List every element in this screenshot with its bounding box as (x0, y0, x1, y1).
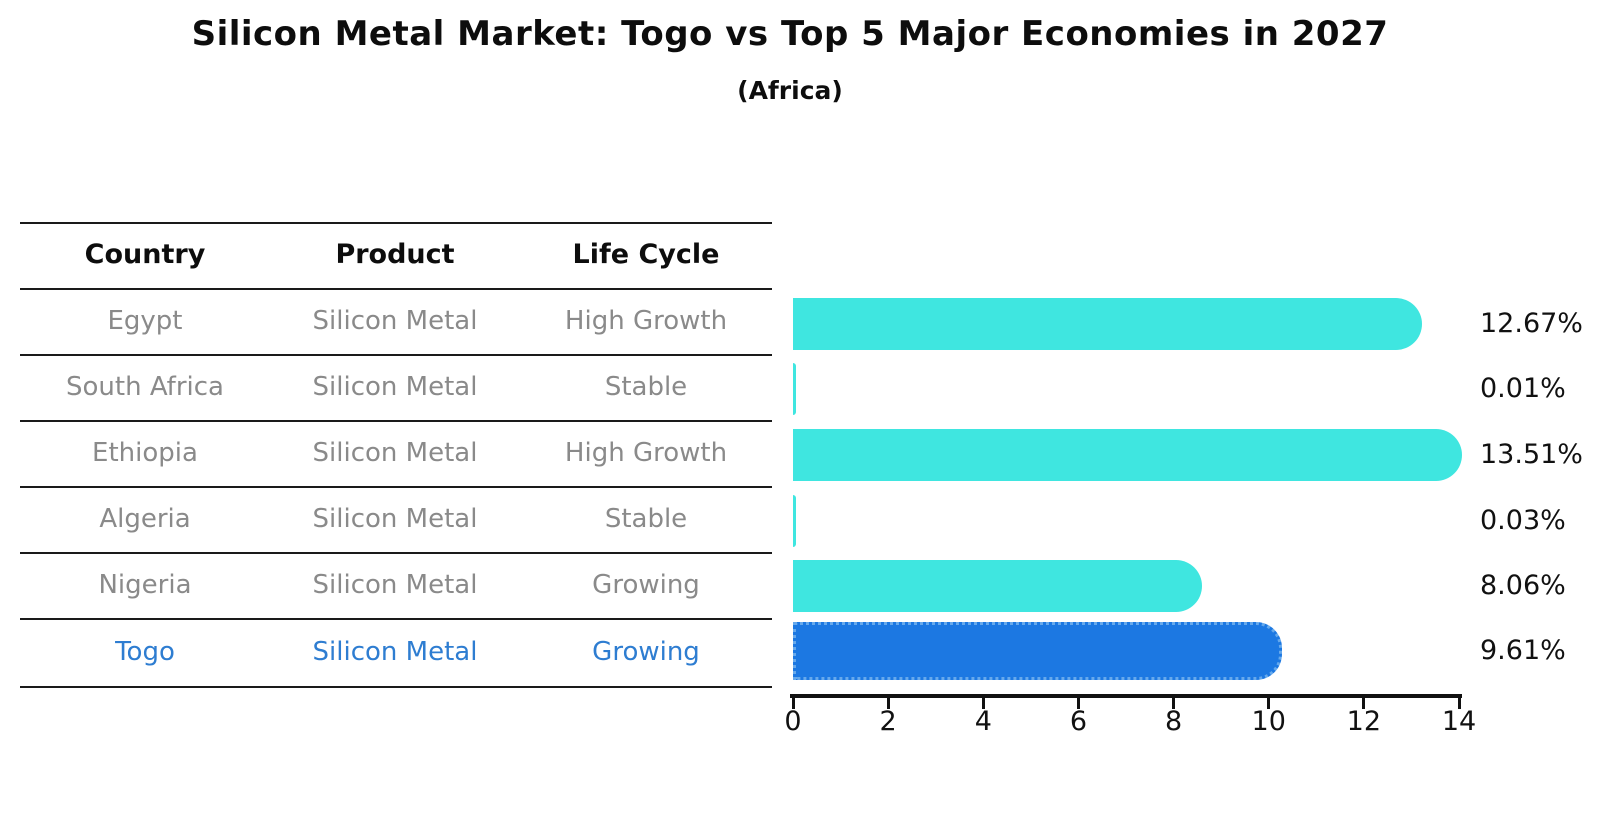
bar-value-label: 12.67% (1480, 308, 1583, 339)
table-header-country: Country (84, 239, 206, 270)
x-tick-label: 8 (1164, 706, 1183, 737)
table-separator-line (20, 420, 772, 422)
bar-highlight-togo (793, 622, 1283, 680)
x-tick (886, 698, 890, 709)
x-tick (1362, 698, 1366, 709)
x-tick-label: 12 (1346, 706, 1382, 737)
table-separator-line (20, 552, 772, 554)
x-tick (1457, 698, 1461, 709)
cell-life-cycle: Growing (592, 637, 700, 667)
bar (793, 429, 1462, 481)
table-separator-line (20, 222, 772, 224)
x-tick-label: 6 (1069, 706, 1088, 737)
cell-life-cycle: Stable (604, 504, 688, 534)
bar-value-label: 13.51% (1480, 439, 1583, 470)
x-tick-label: 4 (974, 706, 992, 737)
x-tick-label: 14 (1441, 706, 1477, 737)
bar (793, 495, 796, 547)
table-header-product: Product (335, 239, 455, 270)
x-tick (791, 698, 795, 709)
cell-country: Algeria (99, 504, 191, 534)
bar-value-label: 9.61% (1480, 635, 1566, 666)
cell-life-cycle: High Growth (564, 306, 728, 336)
cell-product: Silicon Metal (312, 637, 478, 667)
cell-product: Silicon Metal (312, 306, 478, 336)
table-header-life-cycle: Life Cycle (572, 239, 720, 270)
x-tick-label: 0 (784, 706, 802, 737)
x-axis-line (790, 694, 1462, 698)
chart-subtitle: (Africa) (737, 76, 843, 105)
chart-title: Silicon Metal Market: Togo vs Top 5 Majo… (191, 14, 1389, 54)
bar (793, 298, 1422, 350)
cell-country: Ethiopia (92, 438, 198, 468)
table-separator-line (20, 686, 772, 688)
cell-country: Egypt (107, 306, 183, 336)
x-tick (1076, 698, 1080, 709)
x-tick (981, 698, 985, 709)
cell-product: Silicon Metal (312, 438, 478, 468)
x-tick-label: 10 (1251, 706, 1286, 737)
bar (793, 560, 1203, 612)
table-separator-line (20, 618, 772, 620)
table-separator-line (20, 288, 772, 290)
table-separator-line (20, 354, 772, 356)
cell-life-cycle: High Growth (564, 438, 728, 468)
x-tick (1172, 698, 1176, 709)
cell-product: Silicon Metal (312, 570, 478, 600)
cell-country: South Africa (66, 372, 224, 402)
table-separator-line (20, 486, 772, 488)
bar (793, 363, 796, 415)
cell-product: Silicon Metal (312, 504, 478, 534)
bar-value-label: 8.06% (1480, 570, 1566, 601)
bar-value-label: 0.01% (1480, 373, 1566, 404)
cell-country: Nigeria (98, 570, 192, 600)
bar-value-label: 0.03% (1480, 505, 1566, 536)
cell-product: Silicon Metal (312, 372, 478, 402)
x-tick-label: 2 (879, 706, 897, 737)
cell-life-cycle: Stable (604, 372, 688, 402)
cell-life-cycle: Growing (592, 570, 700, 600)
cell-country: Togo (115, 637, 175, 667)
x-tick (1267, 698, 1271, 709)
